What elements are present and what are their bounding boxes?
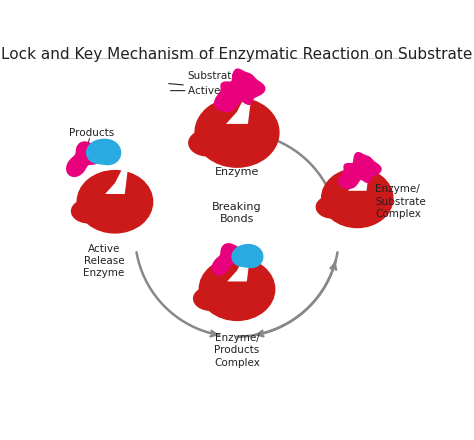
Polygon shape <box>214 69 265 112</box>
Ellipse shape <box>229 299 256 316</box>
Ellipse shape <box>193 287 228 310</box>
Ellipse shape <box>322 169 393 227</box>
Text: Products: Products <box>69 128 114 138</box>
Ellipse shape <box>108 212 134 229</box>
Ellipse shape <box>189 130 227 156</box>
Ellipse shape <box>316 196 348 218</box>
Text: Breaking
Bonds: Breaking Bonds <box>212 202 262 224</box>
Ellipse shape <box>77 171 153 233</box>
Ellipse shape <box>228 144 258 163</box>
Polygon shape <box>66 141 102 177</box>
PathPatch shape <box>348 153 371 191</box>
Polygon shape <box>338 152 382 189</box>
PathPatch shape <box>226 80 254 124</box>
PathPatch shape <box>105 154 130 194</box>
Text: Enzyme/
Substrate
Complex: Enzyme/ Substrate Complex <box>375 184 426 219</box>
Polygon shape <box>231 244 264 268</box>
Polygon shape <box>211 243 245 275</box>
Text: Enzyme: Enzyme <box>215 167 259 177</box>
Ellipse shape <box>195 98 279 167</box>
Polygon shape <box>86 139 121 165</box>
Text: Lock and Key Mechanism of Enzymatic Reaction on Substrate: Lock and Key Mechanism of Enzymatic Reac… <box>1 47 473 62</box>
Text: Enzyme/
Products
Complex: Enzyme/ Products Complex <box>214 333 260 368</box>
Text: Active
Release
Enzyme: Active Release Enzyme <box>83 244 125 279</box>
Ellipse shape <box>72 199 106 223</box>
PathPatch shape <box>227 242 252 282</box>
Text: Active Site: Active Site <box>188 86 244 95</box>
Ellipse shape <box>350 208 375 224</box>
Ellipse shape <box>199 258 275 320</box>
Text: Substrate: Substrate <box>188 71 238 81</box>
